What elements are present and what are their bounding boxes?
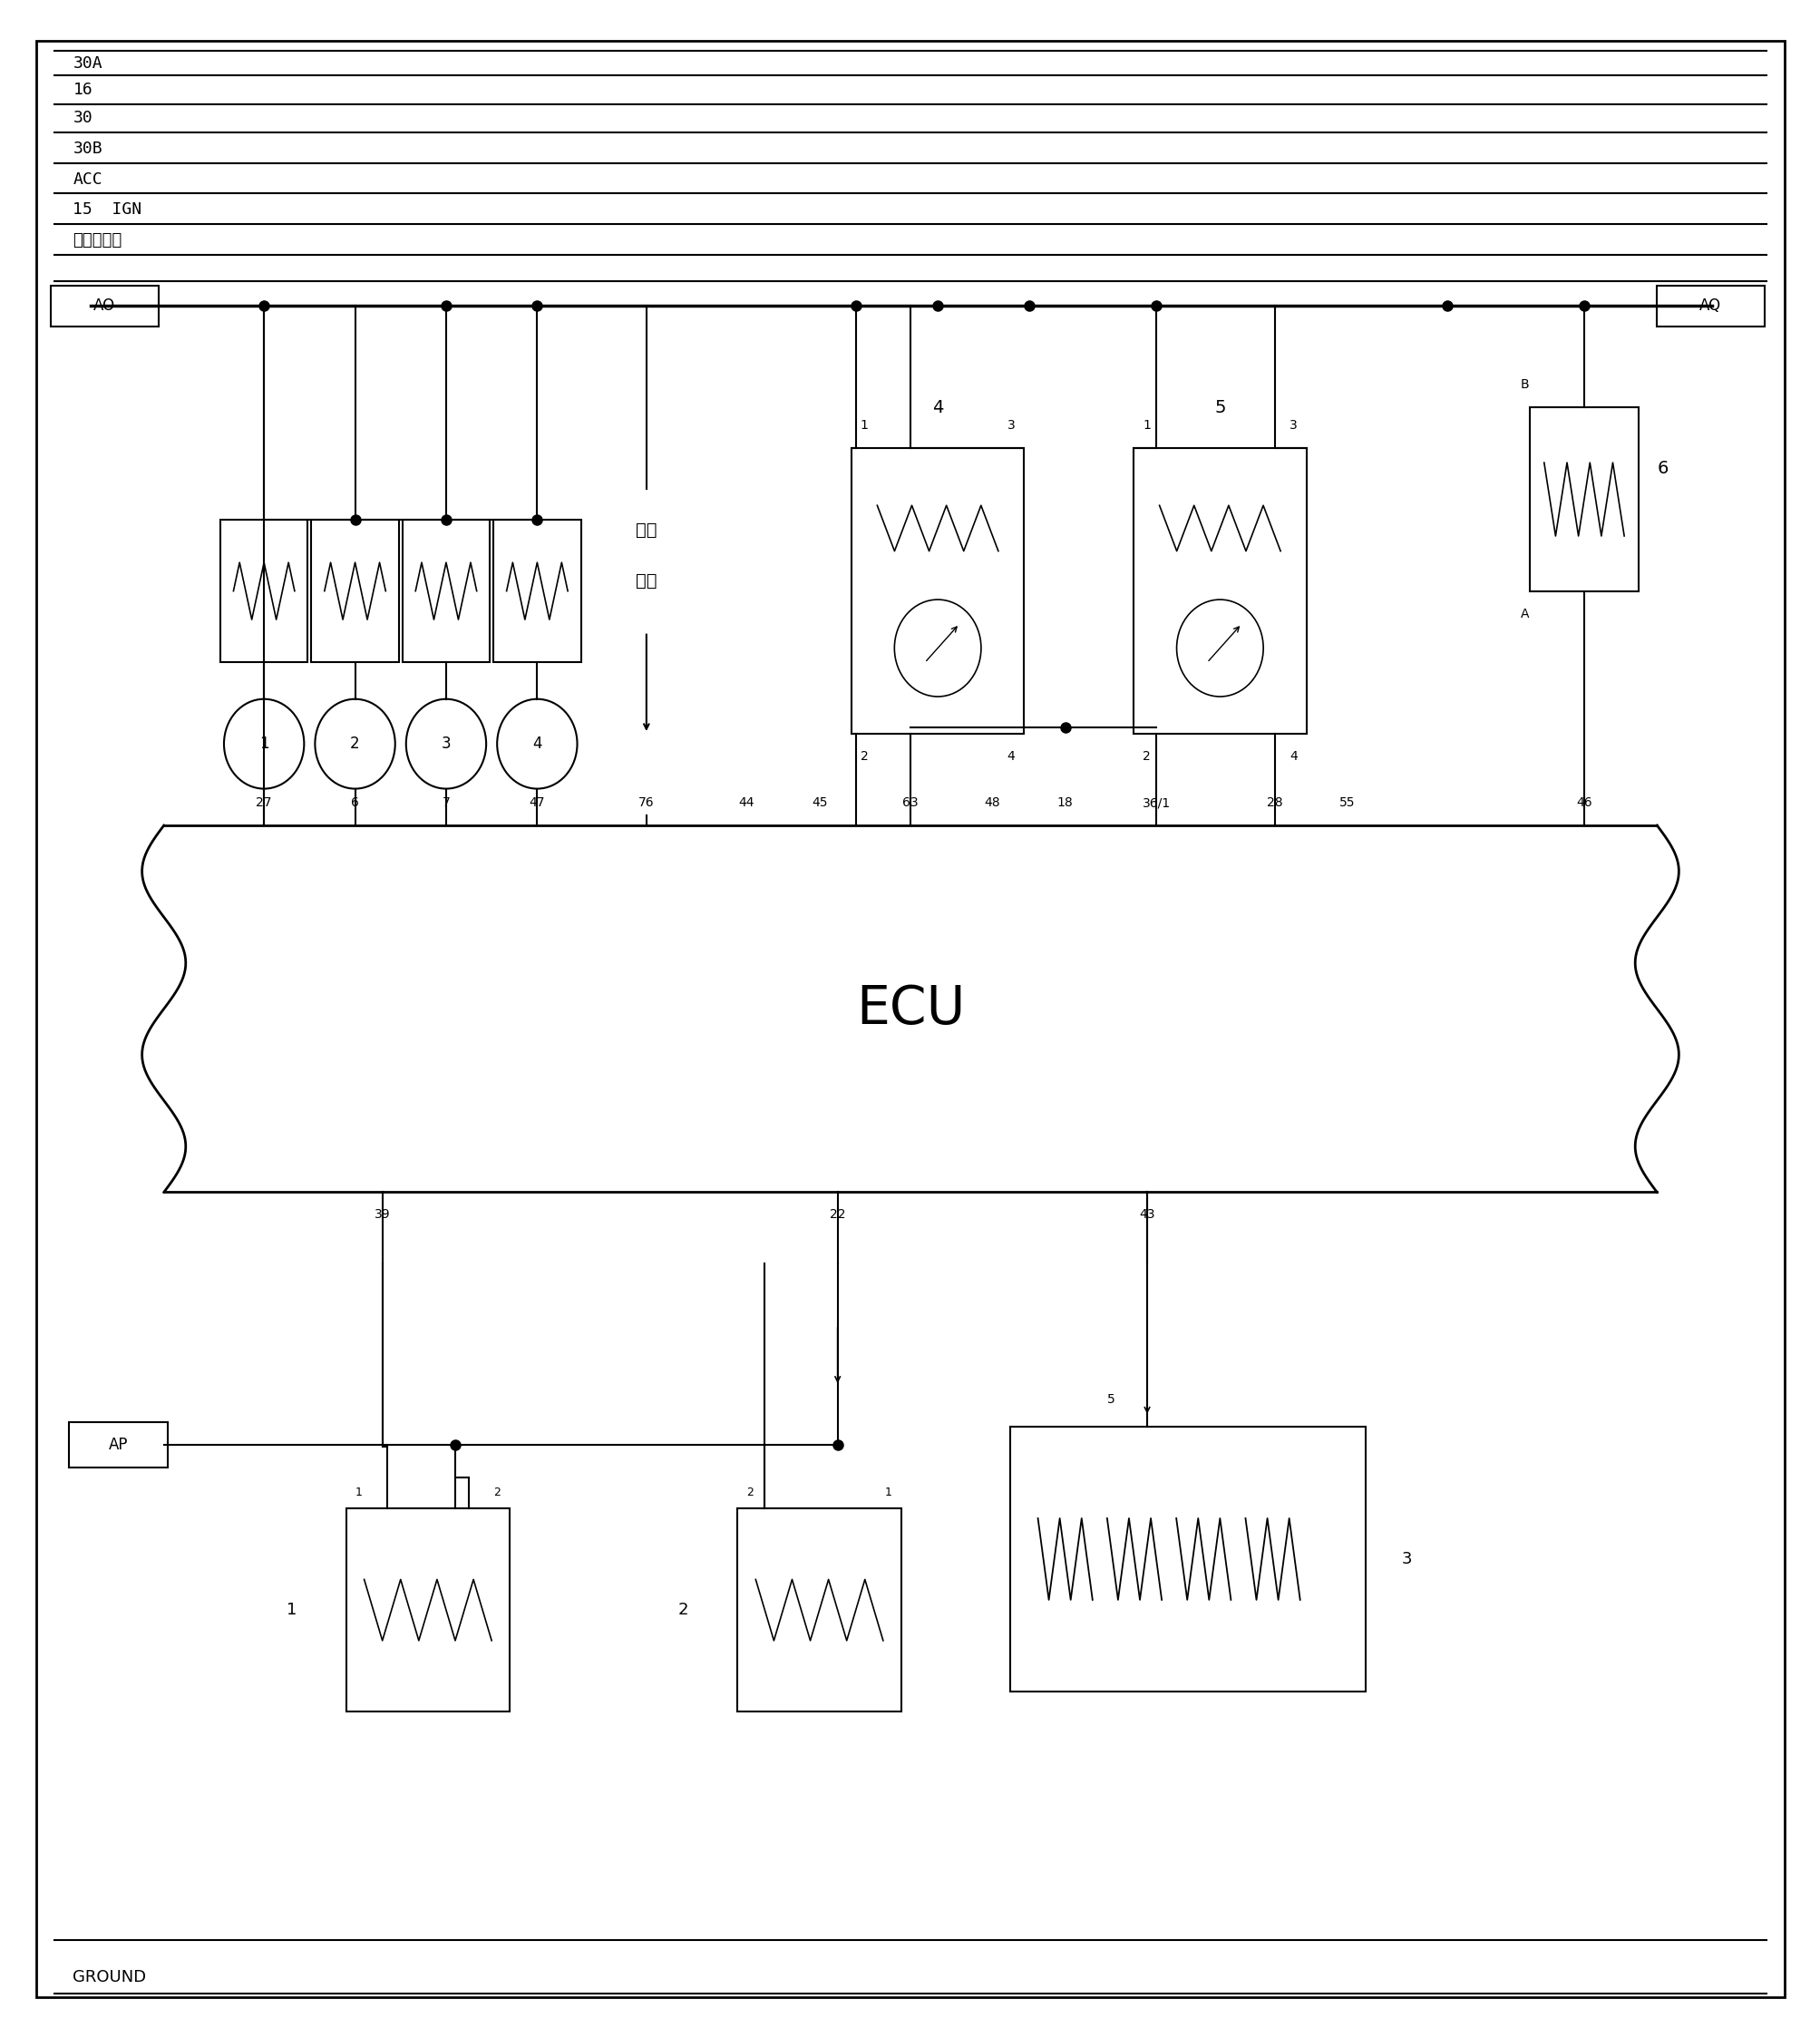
Text: 76: 76 xyxy=(639,797,653,809)
Text: 1: 1 xyxy=(861,420,868,432)
Text: 15  IGN: 15 IGN xyxy=(73,202,142,218)
Text: 22: 22 xyxy=(830,1209,844,1221)
Text: 18: 18 xyxy=(1057,797,1072,809)
Text: 46: 46 xyxy=(1576,797,1591,809)
Text: 48: 48 xyxy=(985,797,999,809)
Text: AP: AP xyxy=(109,1437,127,1453)
Text: A: A xyxy=(1520,607,1529,620)
Text: 27: 27 xyxy=(257,797,271,809)
Text: ACC: ACC xyxy=(73,171,102,187)
Text: 36/1: 36/1 xyxy=(1141,797,1170,809)
Text: 3: 3 xyxy=(440,736,451,752)
Text: 28: 28 xyxy=(1267,797,1281,809)
Text: 2: 2 xyxy=(349,736,360,752)
Bar xyxy=(220,520,308,662)
Bar xyxy=(346,1508,510,1712)
Text: ECU: ECU xyxy=(855,982,965,1035)
Text: 1: 1 xyxy=(1143,420,1150,432)
Circle shape xyxy=(315,699,395,789)
Bar xyxy=(1132,448,1307,734)
Text: 4: 4 xyxy=(531,736,542,752)
Text: 2: 2 xyxy=(746,1486,753,1498)
Circle shape xyxy=(1176,599,1263,697)
Circle shape xyxy=(224,699,304,789)
Text: 转向: 转向 xyxy=(635,573,657,589)
Text: 63: 63 xyxy=(903,797,917,809)
Text: 1: 1 xyxy=(355,1486,362,1498)
FancyBboxPatch shape xyxy=(36,41,1784,1997)
Text: 45: 45 xyxy=(812,797,826,809)
Text: 1: 1 xyxy=(885,1486,892,1498)
Bar xyxy=(852,448,1023,734)
Text: 55: 55 xyxy=(1340,797,1354,809)
Text: 4: 4 xyxy=(932,399,943,416)
Text: 1: 1 xyxy=(286,1602,297,1618)
Text: 16: 16 xyxy=(73,82,93,98)
FancyBboxPatch shape xyxy=(69,1423,167,1467)
Text: 小灯电源线: 小灯电源线 xyxy=(73,232,122,249)
Text: 3: 3 xyxy=(1289,420,1296,432)
Text: 1: 1 xyxy=(258,736,269,752)
Text: 2: 2 xyxy=(1143,750,1150,762)
FancyBboxPatch shape xyxy=(51,285,158,326)
Text: 43: 43 xyxy=(1139,1209,1154,1221)
Text: 7: 7 xyxy=(442,797,450,809)
Circle shape xyxy=(406,699,486,789)
Text: AO: AO xyxy=(93,298,115,314)
FancyBboxPatch shape xyxy=(1656,285,1764,326)
Text: 2: 2 xyxy=(861,750,868,762)
Text: 30A: 30A xyxy=(73,55,102,71)
Text: 5: 5 xyxy=(1107,1394,1114,1406)
Bar xyxy=(1010,1427,1365,1692)
Text: AQ: AQ xyxy=(1698,298,1720,314)
Text: 动力: 动力 xyxy=(635,522,657,538)
Text: 47: 47 xyxy=(530,797,544,809)
Text: 3: 3 xyxy=(1401,1551,1412,1567)
Text: 6: 6 xyxy=(1656,461,1667,477)
Text: 30B: 30B xyxy=(73,141,102,157)
Text: 5: 5 xyxy=(1214,399,1225,416)
Text: 4: 4 xyxy=(1006,750,1016,762)
Text: 2: 2 xyxy=(493,1486,501,1498)
Circle shape xyxy=(497,699,577,789)
Text: GROUND: GROUND xyxy=(73,1969,146,1985)
Text: 2: 2 xyxy=(677,1602,688,1618)
Text: B: B xyxy=(1520,379,1529,391)
Bar xyxy=(737,1508,901,1712)
Circle shape xyxy=(894,599,981,697)
Bar xyxy=(402,520,490,662)
Bar xyxy=(1529,408,1638,591)
Text: 39: 39 xyxy=(375,1209,389,1221)
Text: 30: 30 xyxy=(73,110,93,126)
Text: 44: 44 xyxy=(739,797,753,809)
Bar xyxy=(311,520,399,662)
Text: 4: 4 xyxy=(1289,750,1296,762)
Text: 3: 3 xyxy=(1006,420,1016,432)
Bar xyxy=(493,520,581,662)
Text: 6: 6 xyxy=(351,797,359,809)
